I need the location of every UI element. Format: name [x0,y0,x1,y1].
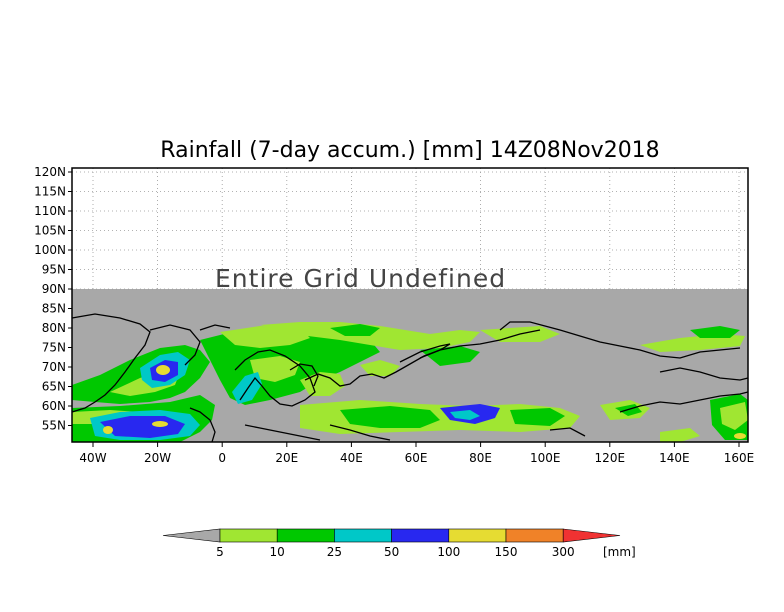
colorbar-label: 150 [495,545,518,559]
colorbar-min-arrow [162,528,221,543]
lon-tick-label: 80E [469,451,492,465]
lat-tick-label: 60N [42,399,66,413]
colorbar-label: 50 [384,545,399,559]
lat-tick-label: 55N [42,419,66,433]
lon-tick-label: 120E [595,451,626,465]
lat-tick-label: 110N [34,204,66,218]
lat-tick-label: 90N [42,282,66,296]
colorbar-box [334,528,392,543]
colorbar-box [276,528,335,543]
lat-tick-label: 75N [42,341,66,355]
undefined-label: Entire Grid Undefined [215,264,506,293]
lat-tick-label: 95N [42,263,66,277]
lon-tick-label: 20E [275,451,298,465]
lon-tick-label: 100E [530,451,561,465]
grid-lines [72,168,748,290]
lon-tick-label: 40E [340,451,363,465]
colorbar-box [505,528,564,543]
colorbar-max-arrow [562,528,621,543]
lat-tick-label: 105N [34,224,66,238]
colorbar-box [391,528,450,543]
lon-tick-label: 20W [144,451,171,465]
colorbar-label: 100 [437,545,460,559]
colorbar-label: 10 [270,545,285,559]
latitude-labels: 120N 115N 110N 105N 100N 95N 90N 85N 80N 75N 70N 65… [34,165,72,433]
lat-tick-label: 85N [42,302,66,316]
lon-tick-label: 140E [659,451,690,465]
lat-tick-label: 70N [42,360,66,374]
coastlines [71,313,749,443]
longitude-labels: 40W 20W 0 20E 40E 60E 80E 100E 120E 140E 160E [79,442,754,465]
colorbar: 5 10 25 50 100 150 300 [mm] [162,528,636,559]
colorbar-box [448,528,507,543]
lon-tick-label: 40W [79,451,106,465]
lat-tick-label: 100N [34,243,66,257]
colorbar-label: 300 [552,545,575,559]
map-title: Rainfall (7-day accum.) [mm] 14Z08Nov201… [160,138,659,163]
colorbar-label: 5 [216,545,224,559]
lon-tick-label: 0 [218,451,226,465]
lat-tick-label: 65N [42,380,66,394]
lon-tick-label: 60E [405,451,428,465]
lat-tick-label: 115N [34,185,66,199]
lat-tick-label: 120N [34,165,66,179]
lon-tick-label: 160E [724,451,755,465]
colorbar-label: 25 [327,545,342,559]
colorbar-box [219,528,278,543]
colorbar-unit: [mm] [603,545,636,559]
plot-border [71,167,749,443]
rainfall-patches [72,322,748,442]
lat-tick-label: 80N [42,321,66,335]
